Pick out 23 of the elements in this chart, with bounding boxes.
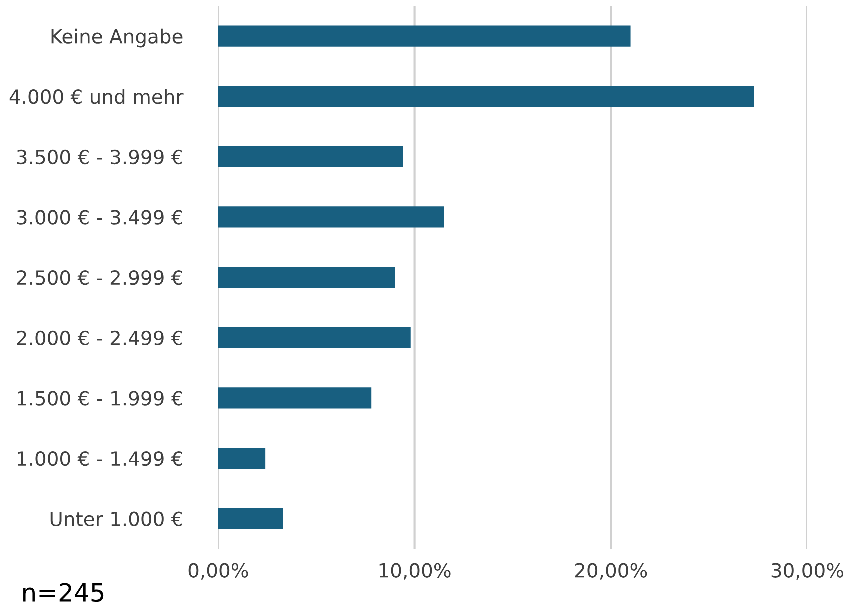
bar <box>218 448 266 470</box>
bar <box>218 266 396 288</box>
y-tick-label: Keine Angabe <box>52 28 183 48</box>
text: n=245 <box>24 583 104 602</box>
y-tick-label: 3.500 € - 3.999 € <box>17 150 182 165</box>
bar <box>218 388 372 409</box>
bar <box>218 146 404 168</box>
bar <box>218 206 444 228</box>
y-tick-label: Unter 1.000 € <box>50 512 182 527</box>
y-tick-label: 1.000 € - 1.499 € <box>18 451 182 466</box>
bar <box>218 327 411 348</box>
y-tick-label: 4.000 € und mehr <box>10 89 184 104</box>
bar <box>218 508 284 530</box>
x-tick-label: 20,00% <box>576 563 648 580</box>
y-tick-label: 3.000 € - 3.499 € <box>17 210 182 225</box>
x-tick-label: 10,00% <box>380 563 451 580</box>
x-tick-label: 0,00% <box>188 563 248 580</box>
bar <box>218 86 754 108</box>
x-tick-label: 30,00% <box>772 563 844 580</box>
bar <box>218 26 631 47</box>
y-tick-label: 2.500 € - 2.999 € <box>17 270 182 286</box>
y-tick-label: 2.000 € - 2.499 € <box>17 330 182 346</box>
y-tick-label: 1.500 € - 1.999 € <box>18 391 182 406</box>
